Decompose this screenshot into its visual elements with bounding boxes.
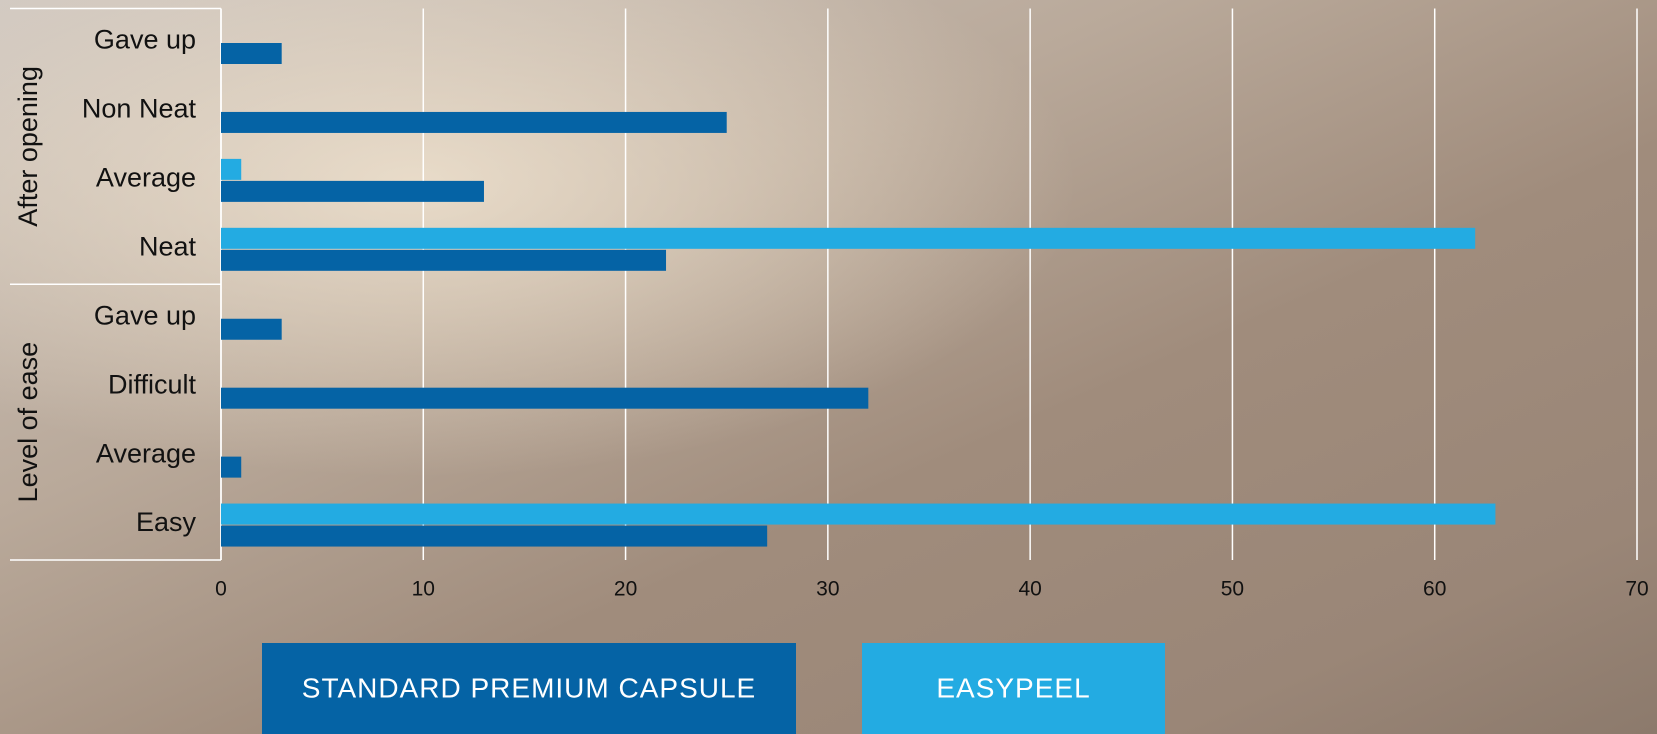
- bar: [221, 112, 727, 133]
- category-label: Gave up: [94, 25, 196, 55]
- x-tick-label: 30: [816, 578, 839, 601]
- x-tick-label: 0: [215, 578, 227, 601]
- bar: [221, 504, 1495, 525]
- legend-label: STANDARD PREMIUM CAPSULE: [302, 672, 756, 703]
- bar: [221, 43, 282, 64]
- category-label: Average: [96, 163, 196, 193]
- category-label: Neat: [139, 231, 197, 261]
- bar: [221, 181, 484, 202]
- legend-label: EASYPEEL: [936, 672, 1090, 703]
- category-label: Average: [96, 438, 196, 468]
- x-tick-label: 60: [1423, 578, 1446, 601]
- x-tick-label: 10: [412, 578, 435, 601]
- group-label: After opening: [13, 66, 43, 227]
- bar: [221, 526, 767, 547]
- category-label: Difficult: [108, 369, 197, 399]
- x-tick-label: 70: [1625, 578, 1648, 601]
- x-tick-label: 50: [1221, 578, 1244, 601]
- group-label: Level of ease: [13, 342, 43, 503]
- x-tick-label: 40: [1018, 578, 1041, 601]
- page: 0 10 20 30 40 50 60 70 After opening Gave up Non N…: [0, 0, 1657, 734]
- bar: [221, 159, 241, 180]
- category-label: Non Neat: [82, 94, 197, 124]
- bar: [221, 457, 241, 478]
- bar: [221, 250, 666, 271]
- category-label: Easy: [136, 507, 197, 537]
- bar: [221, 228, 1475, 249]
- bar: [221, 319, 282, 340]
- category-label: Gave up: [94, 300, 196, 330]
- chart: 0 10 20 30 40 50 60 70 After opening Gave up Non N…: [0, 0, 1657, 734]
- bar: [221, 388, 868, 409]
- x-tick-label: 20: [614, 578, 637, 601]
